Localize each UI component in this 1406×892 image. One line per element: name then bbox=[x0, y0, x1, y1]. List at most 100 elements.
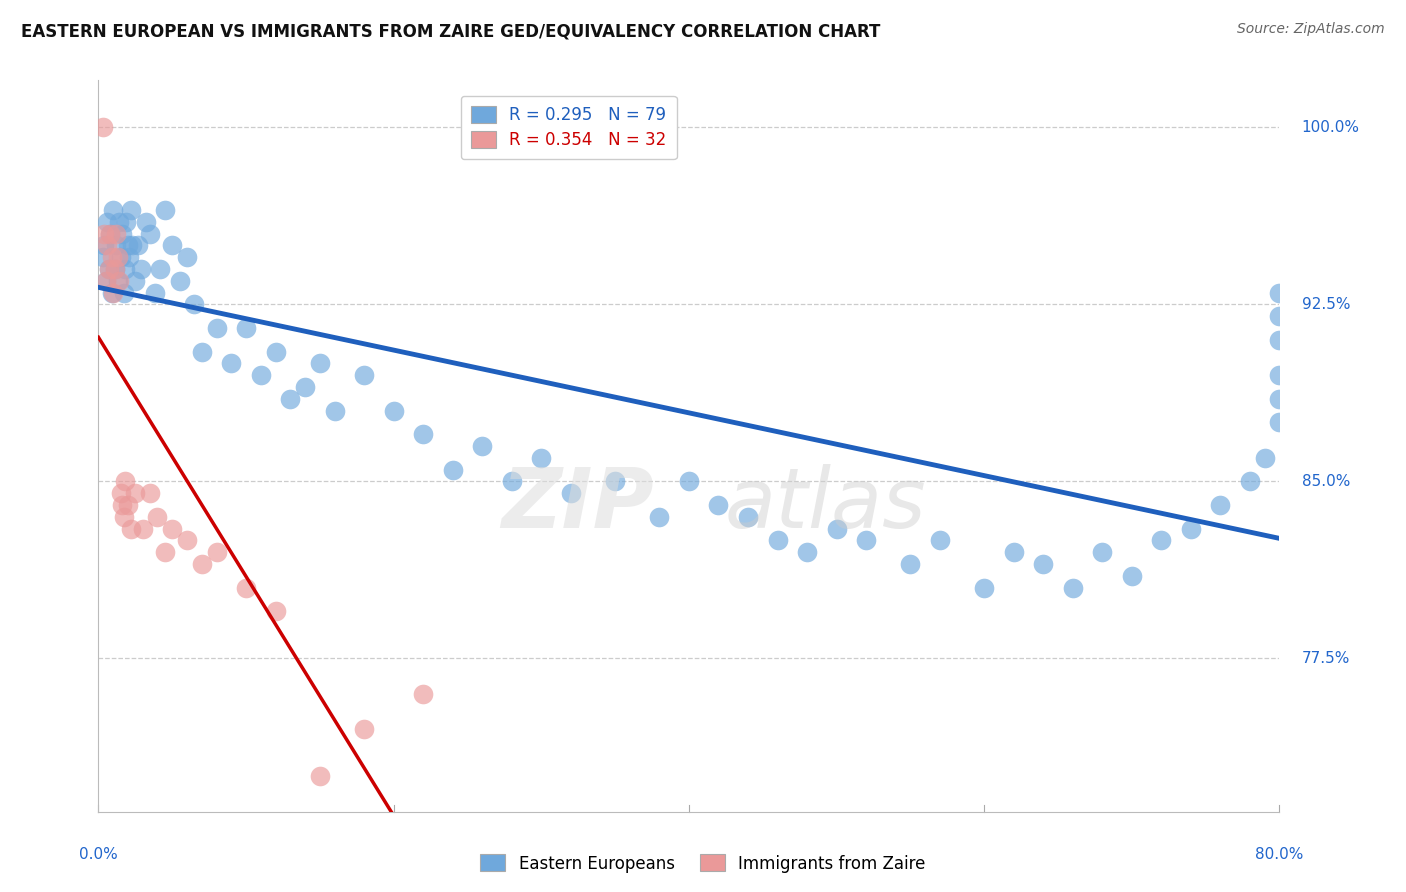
Point bbox=[1180, 522, 1202, 536]
Point bbox=[91, 120, 114, 135]
Point bbox=[162, 238, 183, 252]
Point bbox=[605, 475, 627, 489]
Point bbox=[98, 227, 121, 241]
Point bbox=[205, 545, 228, 559]
Point bbox=[264, 604, 287, 618]
Point bbox=[108, 215, 131, 229]
Text: ZIP: ZIP bbox=[501, 464, 654, 545]
Point bbox=[105, 227, 128, 241]
Point bbox=[280, 392, 302, 406]
Point bbox=[143, 285, 166, 300]
Point bbox=[1062, 581, 1084, 595]
Point bbox=[121, 238, 143, 252]
Point bbox=[127, 238, 149, 252]
Point bbox=[124, 274, 146, 288]
Point bbox=[1268, 310, 1291, 324]
Point bbox=[973, 581, 995, 595]
Point bbox=[309, 356, 332, 370]
Point bbox=[1239, 475, 1261, 489]
Point bbox=[1002, 545, 1025, 559]
Point bbox=[501, 475, 523, 489]
Point bbox=[205, 321, 228, 335]
Point bbox=[146, 509, 169, 524]
Point bbox=[93, 227, 115, 241]
Point bbox=[129, 262, 152, 277]
Point bbox=[98, 227, 121, 241]
Point bbox=[737, 509, 759, 524]
Point bbox=[117, 238, 139, 252]
Text: 85.0%: 85.0% bbox=[1302, 474, 1350, 489]
Point bbox=[796, 545, 818, 559]
Point bbox=[135, 215, 157, 229]
Point bbox=[100, 250, 122, 264]
Point bbox=[111, 498, 134, 512]
Point bbox=[264, 344, 287, 359]
Legend: R = 0.295   N = 79, R = 0.354   N = 32: R = 0.295 N = 79, R = 0.354 N = 32 bbox=[461, 96, 676, 159]
Point bbox=[120, 202, 142, 217]
Point bbox=[110, 250, 132, 264]
Point bbox=[382, 403, 405, 417]
Text: 0.0%: 0.0% bbox=[79, 847, 118, 862]
Point bbox=[111, 227, 134, 241]
Point bbox=[153, 202, 176, 217]
Point bbox=[353, 368, 375, 383]
Point bbox=[294, 380, 316, 394]
Point bbox=[118, 250, 141, 264]
Point bbox=[153, 545, 176, 559]
Point bbox=[530, 450, 553, 465]
Point bbox=[1268, 285, 1291, 300]
Text: atlas: atlas bbox=[724, 464, 927, 545]
Point bbox=[115, 215, 138, 229]
Point bbox=[1209, 498, 1232, 512]
Point bbox=[100, 285, 122, 300]
Point bbox=[707, 498, 730, 512]
Point bbox=[149, 262, 172, 277]
Point bbox=[112, 285, 135, 300]
Point bbox=[309, 769, 332, 783]
Point bbox=[412, 427, 434, 442]
Point bbox=[91, 250, 114, 264]
Point bbox=[1150, 533, 1173, 548]
Text: Source: ZipAtlas.com: Source: ZipAtlas.com bbox=[1237, 22, 1385, 37]
Point bbox=[97, 262, 120, 277]
Point bbox=[1254, 450, 1277, 465]
Text: 100.0%: 100.0% bbox=[1302, 120, 1360, 135]
Point bbox=[96, 238, 118, 252]
Point bbox=[412, 687, 434, 701]
Text: 80.0%: 80.0% bbox=[1256, 847, 1303, 862]
Point bbox=[1121, 568, 1143, 582]
Legend: Eastern Europeans, Immigrants from Zaire: Eastern Europeans, Immigrants from Zaire bbox=[474, 847, 932, 880]
Point bbox=[139, 227, 162, 241]
Point bbox=[250, 368, 273, 383]
Point bbox=[183, 297, 205, 311]
Text: EASTERN EUROPEAN VS IMMIGRANTS FROM ZAIRE GED/EQUIVALENCY CORRELATION CHART: EASTERN EUROPEAN VS IMMIGRANTS FROM ZAIR… bbox=[21, 22, 880, 40]
Point bbox=[1091, 545, 1114, 559]
Point bbox=[560, 486, 582, 500]
Point bbox=[114, 475, 136, 489]
Point bbox=[114, 262, 136, 277]
Point bbox=[132, 522, 155, 536]
Point bbox=[1032, 557, 1054, 571]
Point bbox=[94, 274, 117, 288]
Point bbox=[1268, 392, 1291, 406]
Point bbox=[176, 533, 198, 548]
Point bbox=[235, 581, 257, 595]
Point bbox=[323, 403, 346, 417]
Point bbox=[139, 486, 162, 500]
Point bbox=[108, 274, 131, 288]
Point bbox=[221, 356, 243, 370]
Point bbox=[441, 462, 464, 476]
Text: 92.5%: 92.5% bbox=[1302, 297, 1350, 312]
Point bbox=[104, 262, 127, 277]
Text: 77.5%: 77.5% bbox=[1302, 651, 1350, 665]
Point bbox=[97, 262, 120, 277]
Point bbox=[120, 522, 142, 536]
Point bbox=[93, 238, 115, 252]
Point bbox=[124, 486, 146, 500]
Point bbox=[107, 250, 129, 264]
Point bbox=[471, 439, 494, 453]
Point bbox=[169, 274, 191, 288]
Point bbox=[110, 486, 132, 500]
Point bbox=[1268, 333, 1291, 347]
Point bbox=[117, 498, 139, 512]
